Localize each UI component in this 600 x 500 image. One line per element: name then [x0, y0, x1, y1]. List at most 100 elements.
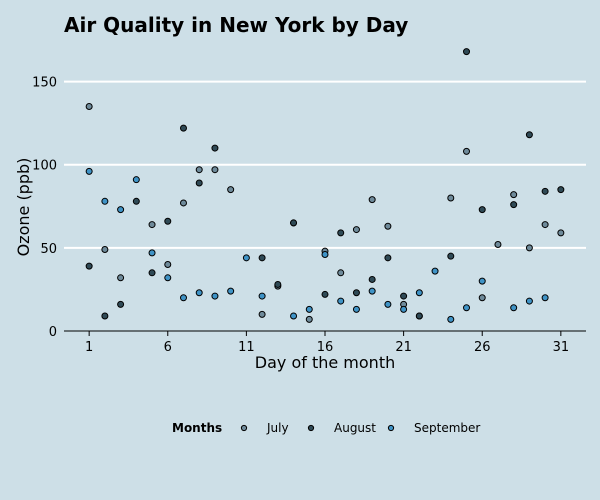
data-point-august — [85, 262, 93, 270]
x-axis-ticks: 1 6 11 16 21 26 31 — [85, 331, 569, 355]
x-tick-label: 16 — [317, 340, 334, 355]
data-point-august — [290, 219, 298, 227]
data-point-august — [148, 269, 156, 277]
data-point-september — [384, 300, 392, 308]
data-point-august — [321, 290, 329, 298]
data-points — [85, 48, 565, 323]
data-point-july — [179, 199, 187, 207]
data-point-july — [164, 260, 172, 268]
gridlines — [64, 80, 586, 249]
data-point-august — [274, 280, 282, 288]
x-tick-label: 21 — [395, 340, 412, 355]
data-point-september — [431, 267, 439, 275]
data-point-july — [211, 166, 219, 174]
data-point-july — [352, 226, 360, 234]
data-point-july — [557, 229, 565, 237]
data-point-september — [101, 197, 109, 205]
y-tick-label: 150 — [32, 76, 57, 91]
data-point-august — [258, 254, 266, 262]
data-point-july — [478, 294, 486, 302]
x-axis-label: Day of the month — [255, 353, 395, 372]
data-point-august — [463, 48, 471, 56]
data-point-september — [117, 206, 125, 214]
data-point-july — [117, 274, 125, 282]
data-point-july — [447, 194, 455, 202]
data-point-july — [541, 221, 549, 229]
data-point-august — [164, 217, 172, 225]
data-point-september — [211, 292, 219, 300]
data-point-august — [352, 289, 360, 297]
data-point-august — [557, 186, 565, 194]
data-point-september — [132, 176, 140, 184]
data-point-august — [525, 131, 533, 139]
data-point-july — [510, 191, 518, 199]
data-point-september — [400, 305, 408, 313]
data-point-september — [242, 254, 250, 262]
data-point-july — [195, 166, 203, 174]
data-point-july — [258, 310, 266, 318]
x-tick-label: 31 — [553, 340, 570, 355]
data-point-july — [525, 244, 533, 252]
data-point-august — [337, 229, 345, 237]
data-point-july — [101, 246, 109, 254]
data-point-july — [227, 186, 235, 194]
data-point-september — [258, 292, 266, 300]
y-tick-label: 0 — [49, 325, 57, 340]
data-point-september — [305, 305, 313, 313]
data-point-september — [290, 312, 298, 320]
legend-label-july: July — [266, 421, 289, 435]
data-point-august — [400, 292, 408, 300]
data-point-august — [132, 197, 140, 205]
data-point-september — [541, 294, 549, 302]
x-tick-label: 11 — [238, 340, 255, 355]
data-point-september — [510, 304, 518, 312]
x-tick-label: 26 — [474, 340, 491, 355]
chart-title: Air Quality in New York by Day — [64, 13, 408, 37]
data-point-july — [305, 315, 313, 323]
data-point-july — [337, 269, 345, 277]
data-point-august — [101, 312, 109, 320]
legend-title: Months — [172, 421, 222, 435]
data-point-august — [510, 201, 518, 209]
data-point-september — [525, 297, 533, 305]
legend-label-august: August — [334, 421, 376, 435]
data-point-september — [337, 297, 345, 305]
data-point-august — [195, 179, 203, 187]
data-point-september — [227, 287, 235, 295]
x-tick-label: 1 — [85, 340, 93, 355]
legend-key-august — [307, 424, 315, 432]
data-point-august — [447, 252, 455, 260]
y-tick-label: 50 — [40, 242, 57, 257]
data-point-september — [164, 274, 172, 282]
data-point-september — [195, 289, 203, 297]
x-tick-label: 6 — [164, 340, 172, 355]
y-tick-label: 100 — [32, 159, 57, 174]
data-point-july — [148, 221, 156, 229]
data-point-august — [541, 187, 549, 195]
legend: Months July August September — [172, 421, 480, 435]
data-point-august — [117, 300, 125, 308]
data-point-july — [85, 103, 93, 111]
y-axis-ticks: 0 50 100 150 — [32, 76, 57, 340]
data-point-september — [368, 287, 376, 295]
data-point-september — [352, 305, 360, 313]
data-point-september — [85, 167, 93, 175]
data-point-august — [179, 124, 187, 132]
data-point-september — [463, 304, 471, 312]
data-point-july — [463, 147, 471, 155]
data-point-september — [148, 249, 156, 257]
data-point-september — [321, 251, 329, 259]
data-point-september — [478, 277, 486, 285]
y-axis-label: Ozone (ppb) — [14, 158, 33, 257]
data-point-august — [368, 275, 376, 283]
legend-label-september: September — [414, 421, 480, 435]
data-point-july — [368, 196, 376, 204]
data-point-august — [415, 312, 423, 320]
data-point-august — [478, 206, 486, 214]
legend-key-september — [387, 424, 395, 432]
data-point-august — [211, 144, 219, 152]
legend-key-july — [240, 424, 248, 432]
data-point-september — [415, 289, 423, 297]
data-point-july — [494, 241, 502, 249]
